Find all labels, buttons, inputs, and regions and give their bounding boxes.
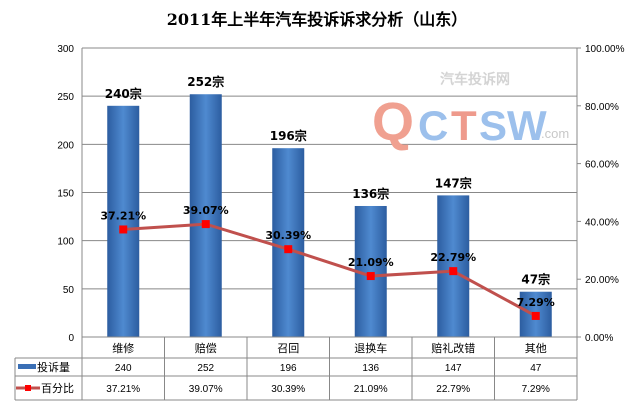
watermark-q: Q xyxy=(372,92,414,152)
table-cell: 22.79% xyxy=(436,384,470,395)
watermark-com: .com xyxy=(541,126,569,141)
watermark-logo: Q C T SW.com 汽车投诉网 xyxy=(372,71,569,152)
y-left-tick: 200 xyxy=(57,140,74,151)
bar-label: 147宗 xyxy=(435,175,472,190)
y-right-tick: 80.00% xyxy=(585,102,619,113)
bar-label: 47宗 xyxy=(521,272,550,287)
line-label: 30.39% xyxy=(265,229,311,242)
legend-marker-icon xyxy=(25,385,31,391)
category-label: 退换车 xyxy=(354,341,387,355)
line-marker xyxy=(366,272,375,281)
y-right-tick: 40.00% xyxy=(585,217,619,228)
category-label: 赔礼改错 xyxy=(431,341,475,355)
line-marker xyxy=(284,245,293,254)
bar xyxy=(437,195,470,337)
bar xyxy=(189,94,222,338)
y-left-tick: 250 xyxy=(57,92,74,103)
line-label: 22.79% xyxy=(430,251,476,264)
bar-label: 252宗 xyxy=(187,74,224,89)
legend-bar-label: 投诉量 xyxy=(37,360,70,374)
category-label: 维修 xyxy=(112,341,134,355)
bar xyxy=(107,105,140,337)
line-marker xyxy=(201,220,210,229)
line-label: 7.29% xyxy=(517,296,555,309)
percent-line xyxy=(123,222,537,318)
table-cell: 47 xyxy=(530,363,542,374)
table-cell: 37.21% xyxy=(106,384,140,395)
chart-title: 2011年上半年汽车投诉诉求分析（山东） xyxy=(167,10,468,29)
table-cell: 30.39% xyxy=(271,384,305,395)
line-marker xyxy=(119,225,128,234)
y-left-tick: 0 xyxy=(68,333,74,344)
bar xyxy=(272,148,305,337)
bar-label: 196宗 xyxy=(270,128,307,143)
line-marker xyxy=(531,311,540,320)
category-label: 召回 xyxy=(277,342,299,355)
y-right-tick: 100.00% xyxy=(585,44,625,55)
table-cell: 196 xyxy=(280,363,297,374)
table-cell: 21.09% xyxy=(354,384,388,395)
legend-line-label: 百分比 xyxy=(41,382,74,395)
watermark-sw: SW xyxy=(479,102,547,149)
line-marker xyxy=(449,267,458,276)
watermark-cn: 汽车投诉网 xyxy=(440,71,510,88)
bar-label: 136宗 xyxy=(352,186,389,201)
table-cell: 39.07% xyxy=(189,384,223,395)
y-right-tick: 20.00% xyxy=(585,275,619,286)
line-label: 39.07% xyxy=(183,204,229,217)
y-left-tick: 50 xyxy=(63,285,75,296)
y-right-tick: 60.00% xyxy=(585,160,619,171)
y-left-tick: 100 xyxy=(57,237,74,248)
watermark-t: T xyxy=(451,102,477,149)
table-cell: 240 xyxy=(115,363,132,374)
y-left-tick: 150 xyxy=(57,189,74,200)
line-label: 21.09% xyxy=(348,256,394,269)
legend-bar-icon xyxy=(18,364,36,369)
watermark-c: C xyxy=(418,102,448,149)
table-cell: 147 xyxy=(445,363,462,374)
bar-label: 240宗 xyxy=(105,86,142,101)
table-cell: 136 xyxy=(362,363,379,374)
table-cell: 7.29% xyxy=(522,384,550,395)
category-label: 赔偿 xyxy=(195,341,217,355)
y-right-tick: 0.00% xyxy=(585,333,613,344)
category-label: 其他 xyxy=(525,342,547,355)
y-left-tick: 300 xyxy=(57,44,74,55)
table-cell: 252 xyxy=(197,363,214,374)
line-label: 37.21% xyxy=(100,209,146,222)
